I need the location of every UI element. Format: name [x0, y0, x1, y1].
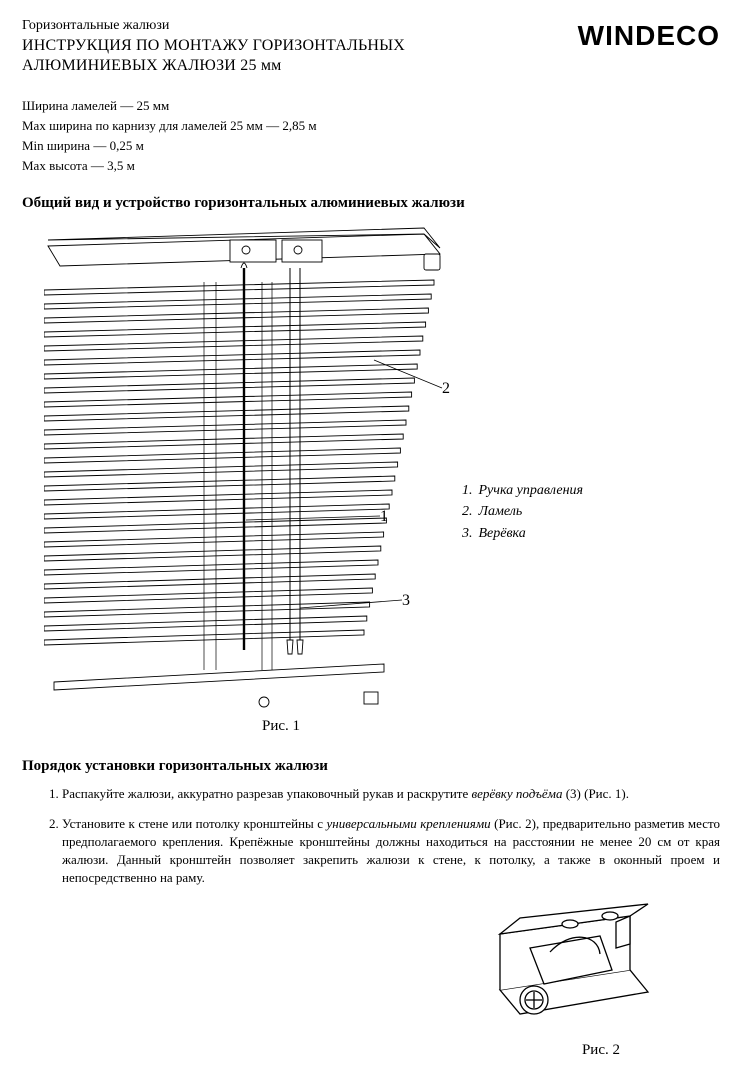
title-line-2: АЛЮМИНИЕВЫХ ЖАЛЮЗИ 25 мм	[22, 56, 578, 76]
specs-block: Ширина ламелей — 25 мм Max ширина по кар…	[22, 96, 720, 177]
figure-1: 2 1 3 1.Ручка управления 2.Ламель 3.Верё…	[22, 220, 720, 740]
title-line-1: ИНСТРУКЦИЯ ПО МОНТАЖУ ГОРИЗОНТАЛЬНЫХ	[22, 36, 578, 56]
section-overview-title: Общий вид и устройство горизонтальных ал…	[22, 195, 720, 212]
figure-2: Рис. 2	[22, 900, 720, 1070]
legend: 1.Ручка управления 2.Ламель 3.Верёвка	[462, 480, 583, 545]
legend-item: 3.Верёвка	[462, 523, 583, 545]
callout-1: 1	[380, 508, 388, 526]
spec-line: Max высота — 3,5 м	[22, 156, 720, 176]
legend-item: 2.Ламель	[462, 501, 583, 523]
install-step: Установите к стене или потолку кронштейн…	[62, 815, 720, 888]
figure-2-caption: Рис. 2	[582, 1042, 620, 1059]
subtitle: Горизонтальные жалюзи	[22, 18, 578, 34]
section-install-title: Порядок установки горизонтальных жалюзи	[22, 758, 720, 775]
callout-2: 2	[442, 380, 450, 398]
header: Горизонтальные жалюзи ИНСТРУКЦИЯ ПО МОНТ…	[22, 18, 720, 76]
install-step: Распакуйте жалюзи, аккуратно разрезав уп…	[62, 785, 720, 803]
header-left: Горизонтальные жалюзи ИНСТРУКЦИЯ ПО МОНТ…	[22, 18, 578, 76]
blinds-diagram-icon	[44, 220, 444, 720]
spec-line: Ширина ламелей — 25 мм	[22, 96, 720, 116]
spec-line: Max ширина по карнизу для ламелей 25 мм …	[22, 116, 720, 136]
brand-logo: WINDECO	[578, 18, 720, 52]
spec-line: Min ширина — 0,25 м	[22, 136, 720, 156]
figure-1-caption: Рис. 1	[262, 718, 300, 735]
callout-3: 3	[402, 592, 410, 610]
install-steps: Распакуйте жалюзи, аккуратно разрезав уп…	[22, 785, 720, 888]
bracket-diagram-icon	[480, 900, 660, 1040]
legend-item: 1.Ручка управления	[462, 480, 583, 502]
